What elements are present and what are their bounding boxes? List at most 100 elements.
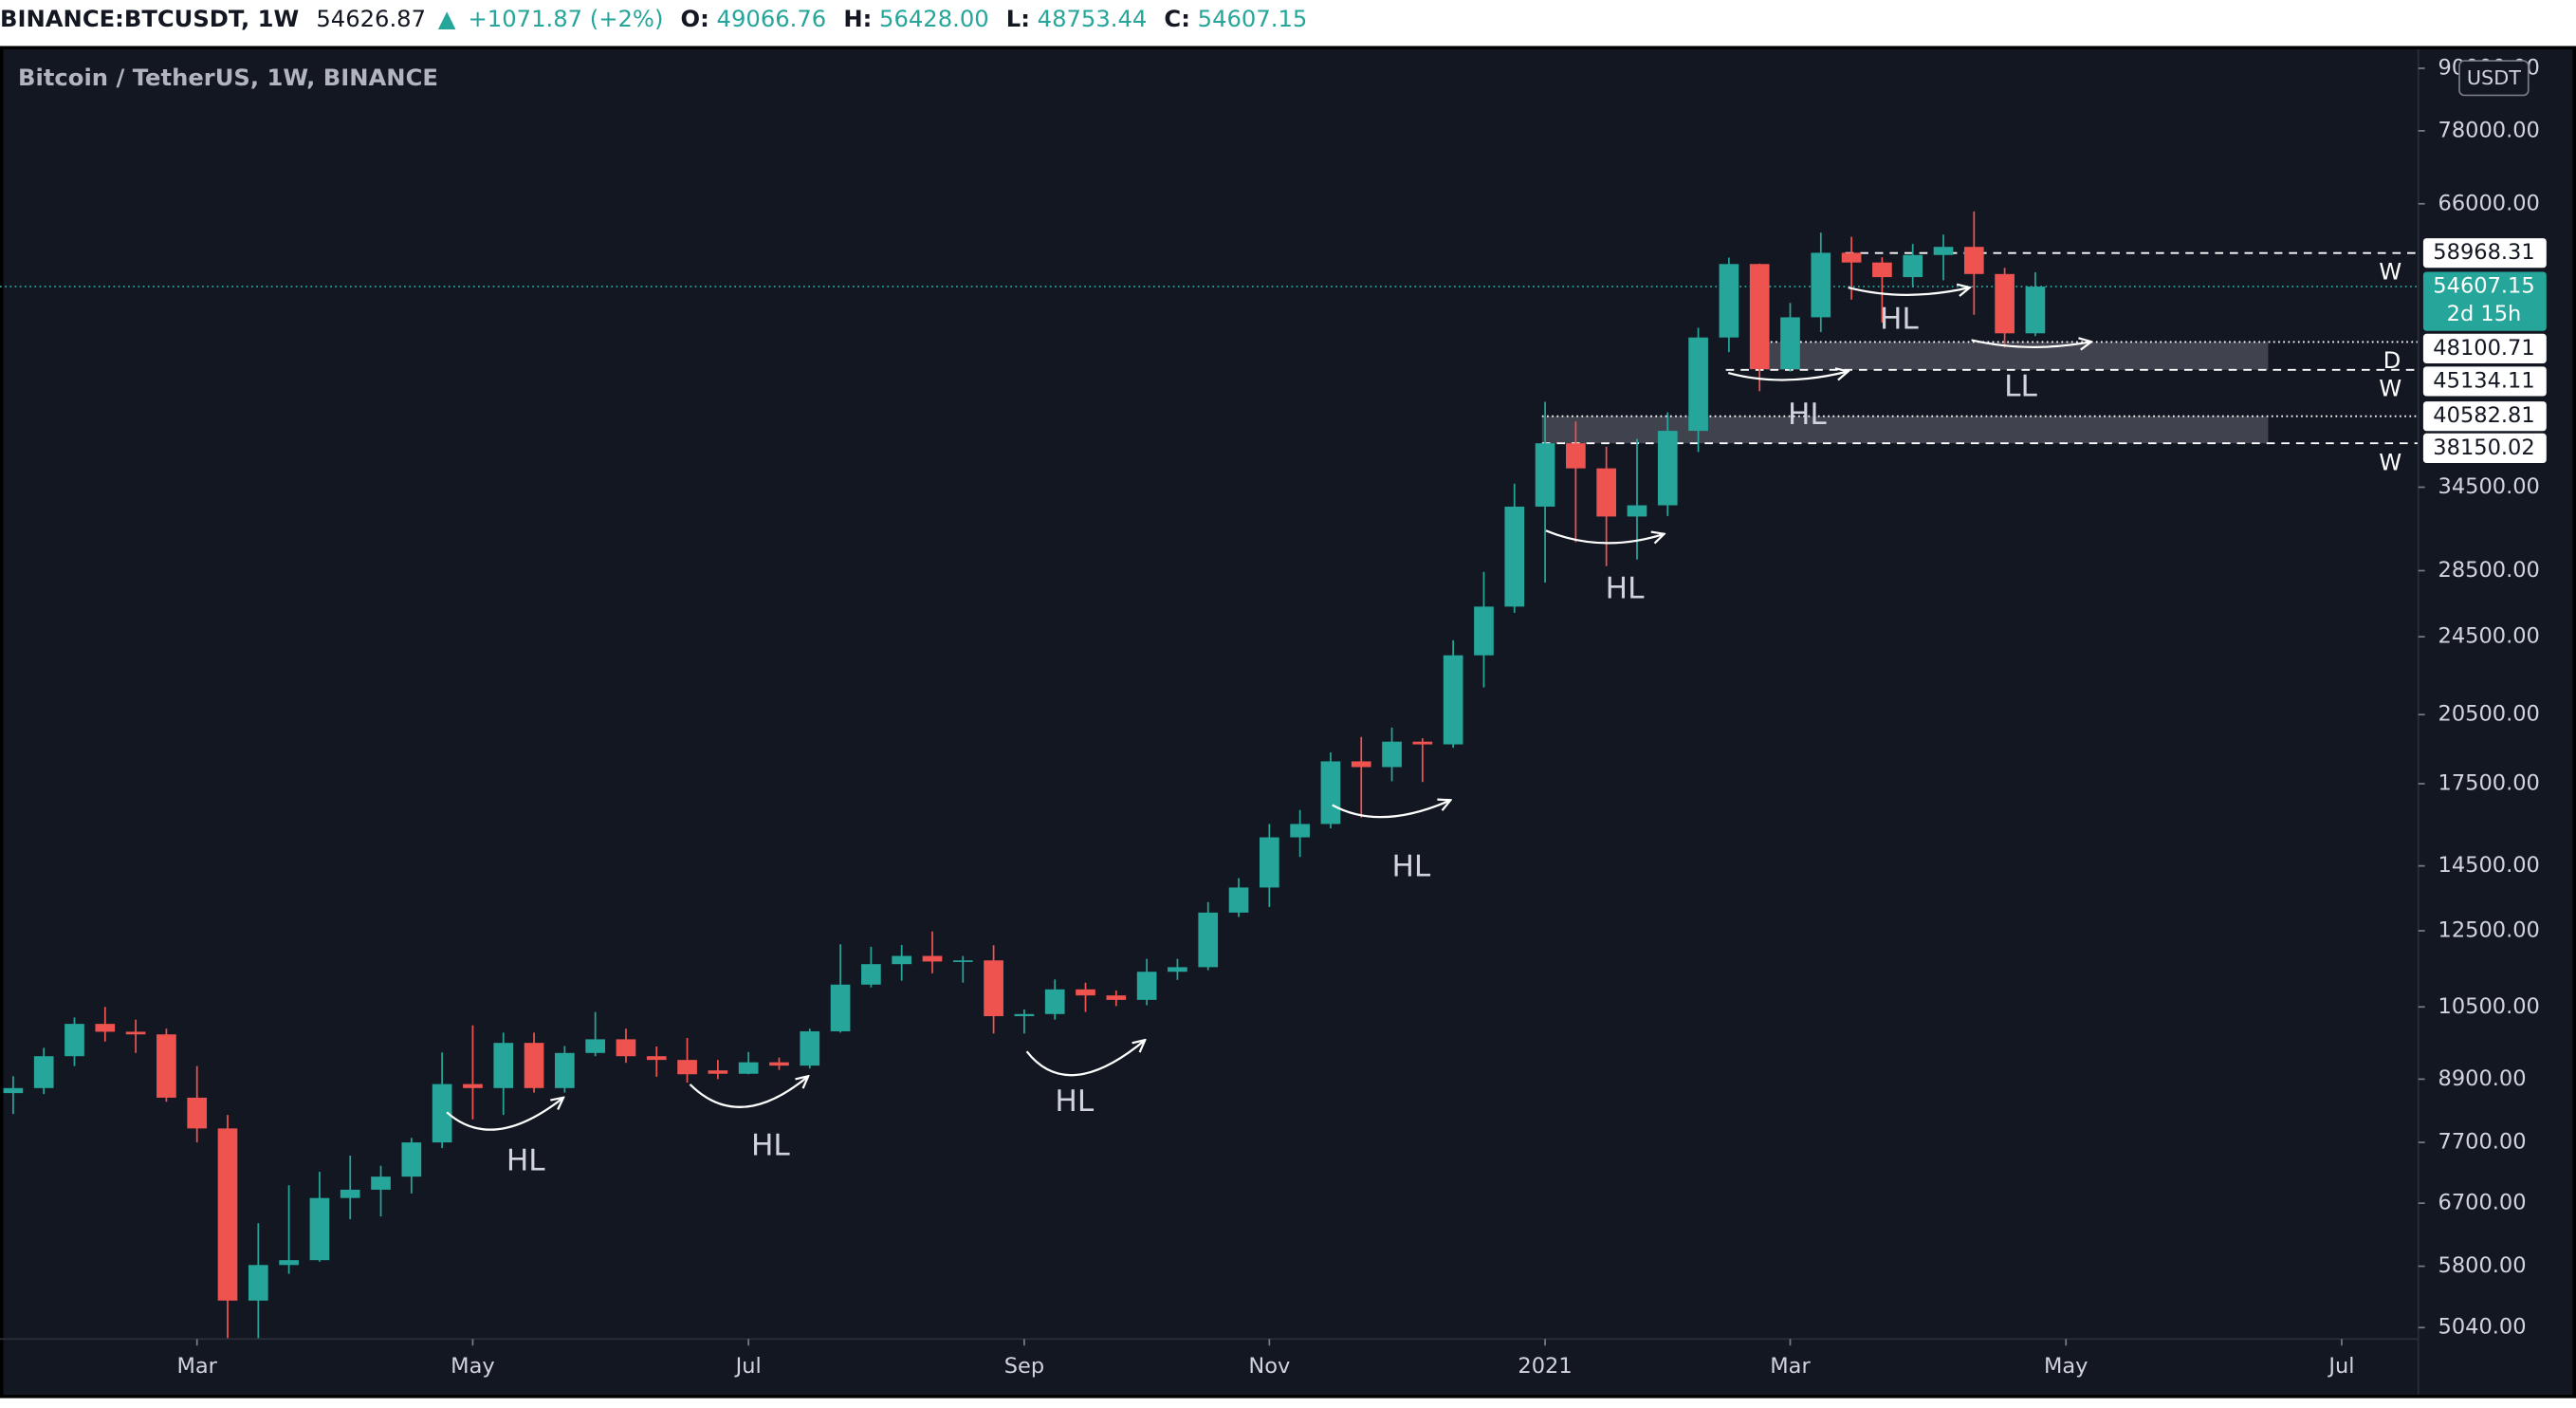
candle-body: [1198, 912, 1219, 968]
chart-title: Bitcoin / TetherUS, 1W, BINANCE: [18, 64, 438, 91]
y-tick-label: 7700.00: [2438, 1130, 2527, 1155]
candle-body: [432, 1084, 452, 1143]
candle-body: [1535, 443, 1555, 507]
currency-badge: [2458, 60, 2530, 97]
y-tick-label: 78000.00: [2438, 118, 2540, 142]
last-price: 54626.87: [316, 5, 426, 32]
candle-body: [95, 1024, 116, 1032]
y-tick-label: 5040.00: [2438, 1315, 2527, 1340]
candle-body: [555, 1052, 575, 1088]
candle-body: [217, 1128, 238, 1301]
candle-body: [585, 1039, 605, 1053]
candle-body: [646, 1056, 667, 1061]
level-label-bg: [2422, 333, 2547, 363]
y-tick-label: 20500.00: [2438, 702, 2540, 727]
candle-body: [1995, 273, 2015, 334]
x-tick-label: Mar: [176, 1354, 217, 1379]
annotation: HL: [1788, 398, 1827, 432]
price-label-bg: [2422, 271, 2547, 331]
candle-body: [1933, 247, 1954, 255]
candle-body: [187, 1097, 208, 1129]
candle-body: [800, 1030, 820, 1066]
candle-body: [1044, 989, 1065, 1014]
candle-body: [1320, 761, 1341, 824]
candle-body: [1872, 262, 1892, 278]
candle-body: [64, 1024, 84, 1057]
candle-body: [1903, 254, 1923, 278]
candle-body: [1811, 252, 1831, 318]
level-label: 40582.81: [2433, 403, 2534, 428]
high-value: 56428.00: [879, 5, 989, 32]
candle-body: [1443, 655, 1463, 745]
level-label-bg: [2422, 401, 2547, 432]
candle-body: [1504, 506, 1525, 607]
price-label: 54607.15: [2433, 274, 2534, 299]
annotation: W: [2379, 448, 2401, 475]
x-tick-label: Mar: [1770, 1354, 1811, 1379]
candle-body: [463, 1084, 483, 1088]
arrow: [689, 1076, 809, 1108]
countdown: 2d 15h: [2447, 302, 2522, 326]
candle-body: [892, 955, 912, 965]
annotation: HL: [1880, 303, 1919, 337]
candle-body: [1412, 741, 1433, 745]
x-tick-label: 2021: [1518, 1354, 1572, 1379]
y-tick-label: 6700.00: [2438, 1191, 2527, 1215]
candle-body: [340, 1189, 360, 1198]
candle-body: [708, 1070, 728, 1074]
candle-body: [1228, 887, 1249, 913]
x-tick-label: May: [451, 1354, 495, 1379]
change: +1071.87 (+2%): [468, 5, 663, 32]
candle-body: [1014, 1013, 1035, 1017]
close-value: 54607.15: [1198, 5, 1308, 32]
level-label-bg: [2422, 433, 2547, 463]
candle-body: [1290, 824, 1310, 838]
candle-body: [3, 1087, 24, 1094]
candle-body: [1106, 995, 1127, 1000]
level-label: 45134.11: [2433, 368, 2534, 393]
candle-body: [1963, 247, 1984, 274]
x-tick-label: Jul: [734, 1354, 762, 1379]
candle-body: [677, 1060, 697, 1075]
candle-body: [248, 1265, 268, 1301]
low-value: 48753.44: [1038, 5, 1148, 32]
candle-body: [493, 1043, 514, 1088]
y-tick-label: 24500.00: [2438, 624, 2540, 649]
x-tick-label: May: [2044, 1354, 2088, 1379]
candle-body: [616, 1039, 636, 1057]
candle-body: [769, 1062, 789, 1066]
arrow: [1848, 287, 1970, 295]
header: BINANCE:BTCUSDT, 1W 54626.87 ▲ +1071.87 …: [0, 5, 1307, 32]
annotation: HL: [751, 1129, 790, 1163]
axes: 5040.00 5800.00 6700.00 7700.00 8900.00 10500…: [176, 55, 2547, 1379]
y-tick-label: 66000.00: [2438, 191, 2540, 215]
y-tick-label: 17500.00: [2438, 771, 2540, 796]
arrow: [1545, 529, 1665, 545]
candle-body: [1749, 264, 1770, 370]
change-arrow: ▲: [438, 5, 456, 32]
x-tick-label: Sep: [1004, 1354, 1044, 1379]
arrow: [446, 1098, 563, 1131]
candle-body: [33, 1056, 54, 1088]
candle-body: [371, 1176, 391, 1190]
candle-body: [1382, 741, 1402, 768]
candle-body: [156, 1034, 176, 1098]
x-tick-label: Nov: [1248, 1354, 1290, 1379]
x-tick-label: Jul: [2327, 1354, 2354, 1379]
candle-body: [1351, 761, 1371, 768]
annotation: HL: [1055, 1084, 1094, 1119]
candle-body: [830, 984, 851, 1031]
candle-body: [1841, 252, 1862, 263]
candle-body: [1688, 337, 1708, 432]
candle-body: [1596, 468, 1617, 517]
candle-body: [2025, 287, 2046, 334]
level-label-bg: [2422, 238, 2547, 269]
candle-body: [1076, 989, 1095, 996]
candle-body: [861, 964, 881, 985]
candle-body: [1259, 837, 1279, 888]
close-label: C:: [1164, 5, 1189, 32]
candle-body: [524, 1043, 544, 1088]
level-label: 38150.02: [2433, 435, 2534, 460]
candle-body: [922, 955, 943, 962]
